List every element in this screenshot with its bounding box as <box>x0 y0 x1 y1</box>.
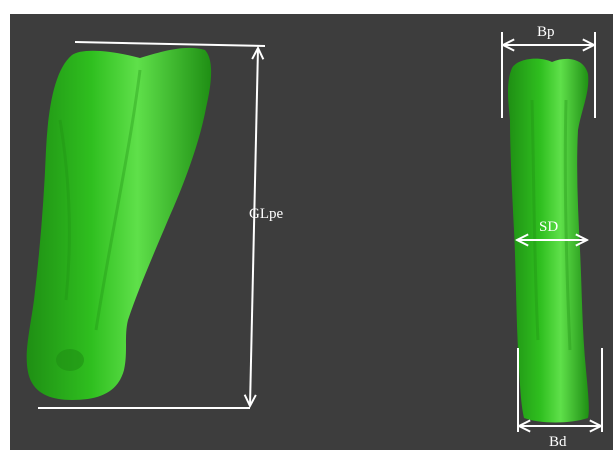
bd-label: Bd <box>549 434 567 450</box>
sd-measurement: SD <box>517 219 587 240</box>
glpe-arrow <box>250 48 258 406</box>
glpe-measurement: GLpe <box>38 41 283 409</box>
bp-label: Bp <box>537 24 555 40</box>
bp-measurement: Bp <box>501 24 596 118</box>
sd-label: SD <box>539 219 558 235</box>
glpe-top-line <box>74 41 266 47</box>
bone-lateral-view <box>26 47 212 400</box>
glpe-label: GLpe <box>249 206 283 222</box>
bd-measurement: Bd <box>517 348 603 450</box>
